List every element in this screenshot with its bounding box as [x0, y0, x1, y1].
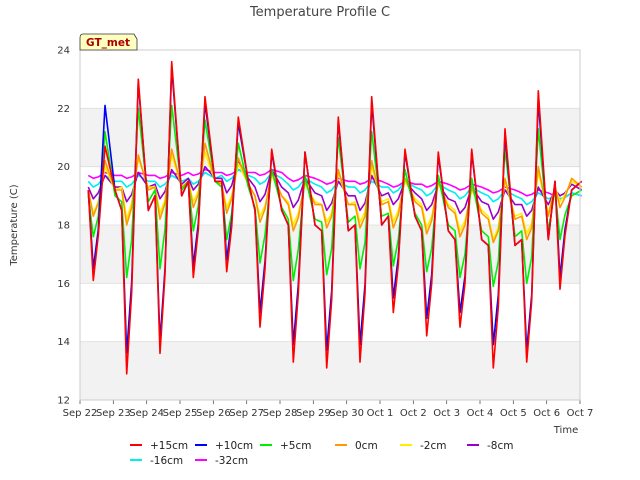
x-tick-label: Oct 7 — [567, 408, 594, 419]
y-tick-label: 14 — [57, 337, 70, 348]
legend-label: -8cm — [487, 440, 513, 452]
y-tick-label: 18 — [57, 221, 70, 232]
x-tick-label: Oct 6 — [533, 408, 560, 419]
y-tick-label: 20 — [57, 162, 70, 173]
plot-frame — [79, 49, 581, 401]
legend-label: 0cm — [355, 440, 378, 452]
y-tick-label: 12 — [57, 396, 70, 407]
legend-label: +5cm — [280, 440, 311, 452]
x-tick-label: Oct 3 — [433, 408, 460, 419]
legend: +15cm +10cm +5cm 0cm -2cm -8cm -16cm -32cm — [130, 440, 513, 467]
y-tick-label: 16 — [57, 279, 70, 290]
x-tick-label: Sep 24 — [129, 408, 164, 419]
series-line-+15cm — [87, 60, 583, 375]
x-axis-label: Time — [553, 425, 578, 436]
plot-band-0 — [80, 341, 580, 400]
x-tick-label: Sep 22 — [63, 408, 98, 419]
x-tick-label: Sep 29 — [296, 408, 331, 419]
gt-met-badge-text: GT_met — [86, 37, 130, 49]
y-tick-label: 24 — [57, 46, 70, 57]
x-tick-label: Oct 4 — [467, 408, 494, 419]
x-tick-label: Sep 30 — [329, 408, 364, 419]
x-tick-label: Sep 23 — [96, 408, 131, 419]
plot-background — [80, 108, 580, 400]
y-tick-label: 22 — [57, 104, 70, 115]
legend-label: +10cm — [215, 440, 253, 452]
y-axis-label: Temperature (C) — [9, 184, 20, 266]
x-tick-label: Oct 1 — [367, 408, 394, 419]
plot-band-2 — [80, 108, 580, 167]
x-tick-label: Sep 25 — [163, 408, 198, 419]
x-tick-label: Oct 5 — [500, 408, 527, 419]
x-tick-label: Sep 27 — [229, 408, 264, 419]
x-tick-label: Sep 28 — [263, 408, 298, 419]
gt-met-badge: GT_met — [79, 33, 138, 51]
legend-label: -16cm — [150, 455, 183, 467]
legend-label: -2cm — [420, 440, 446, 452]
x-tick-label: Oct 2 — [400, 408, 427, 419]
chart-title: Temperature Profile C — [249, 5, 390, 20]
y-tick-labels: 12 14 16 18 20 22 24 — [57, 46, 70, 407]
series-layer — [87, 60, 583, 375]
legend-label: -32cm — [215, 455, 248, 467]
legend-label: +15cm — [150, 440, 188, 452]
x-tick-label: Sep 26 — [196, 408, 231, 419]
